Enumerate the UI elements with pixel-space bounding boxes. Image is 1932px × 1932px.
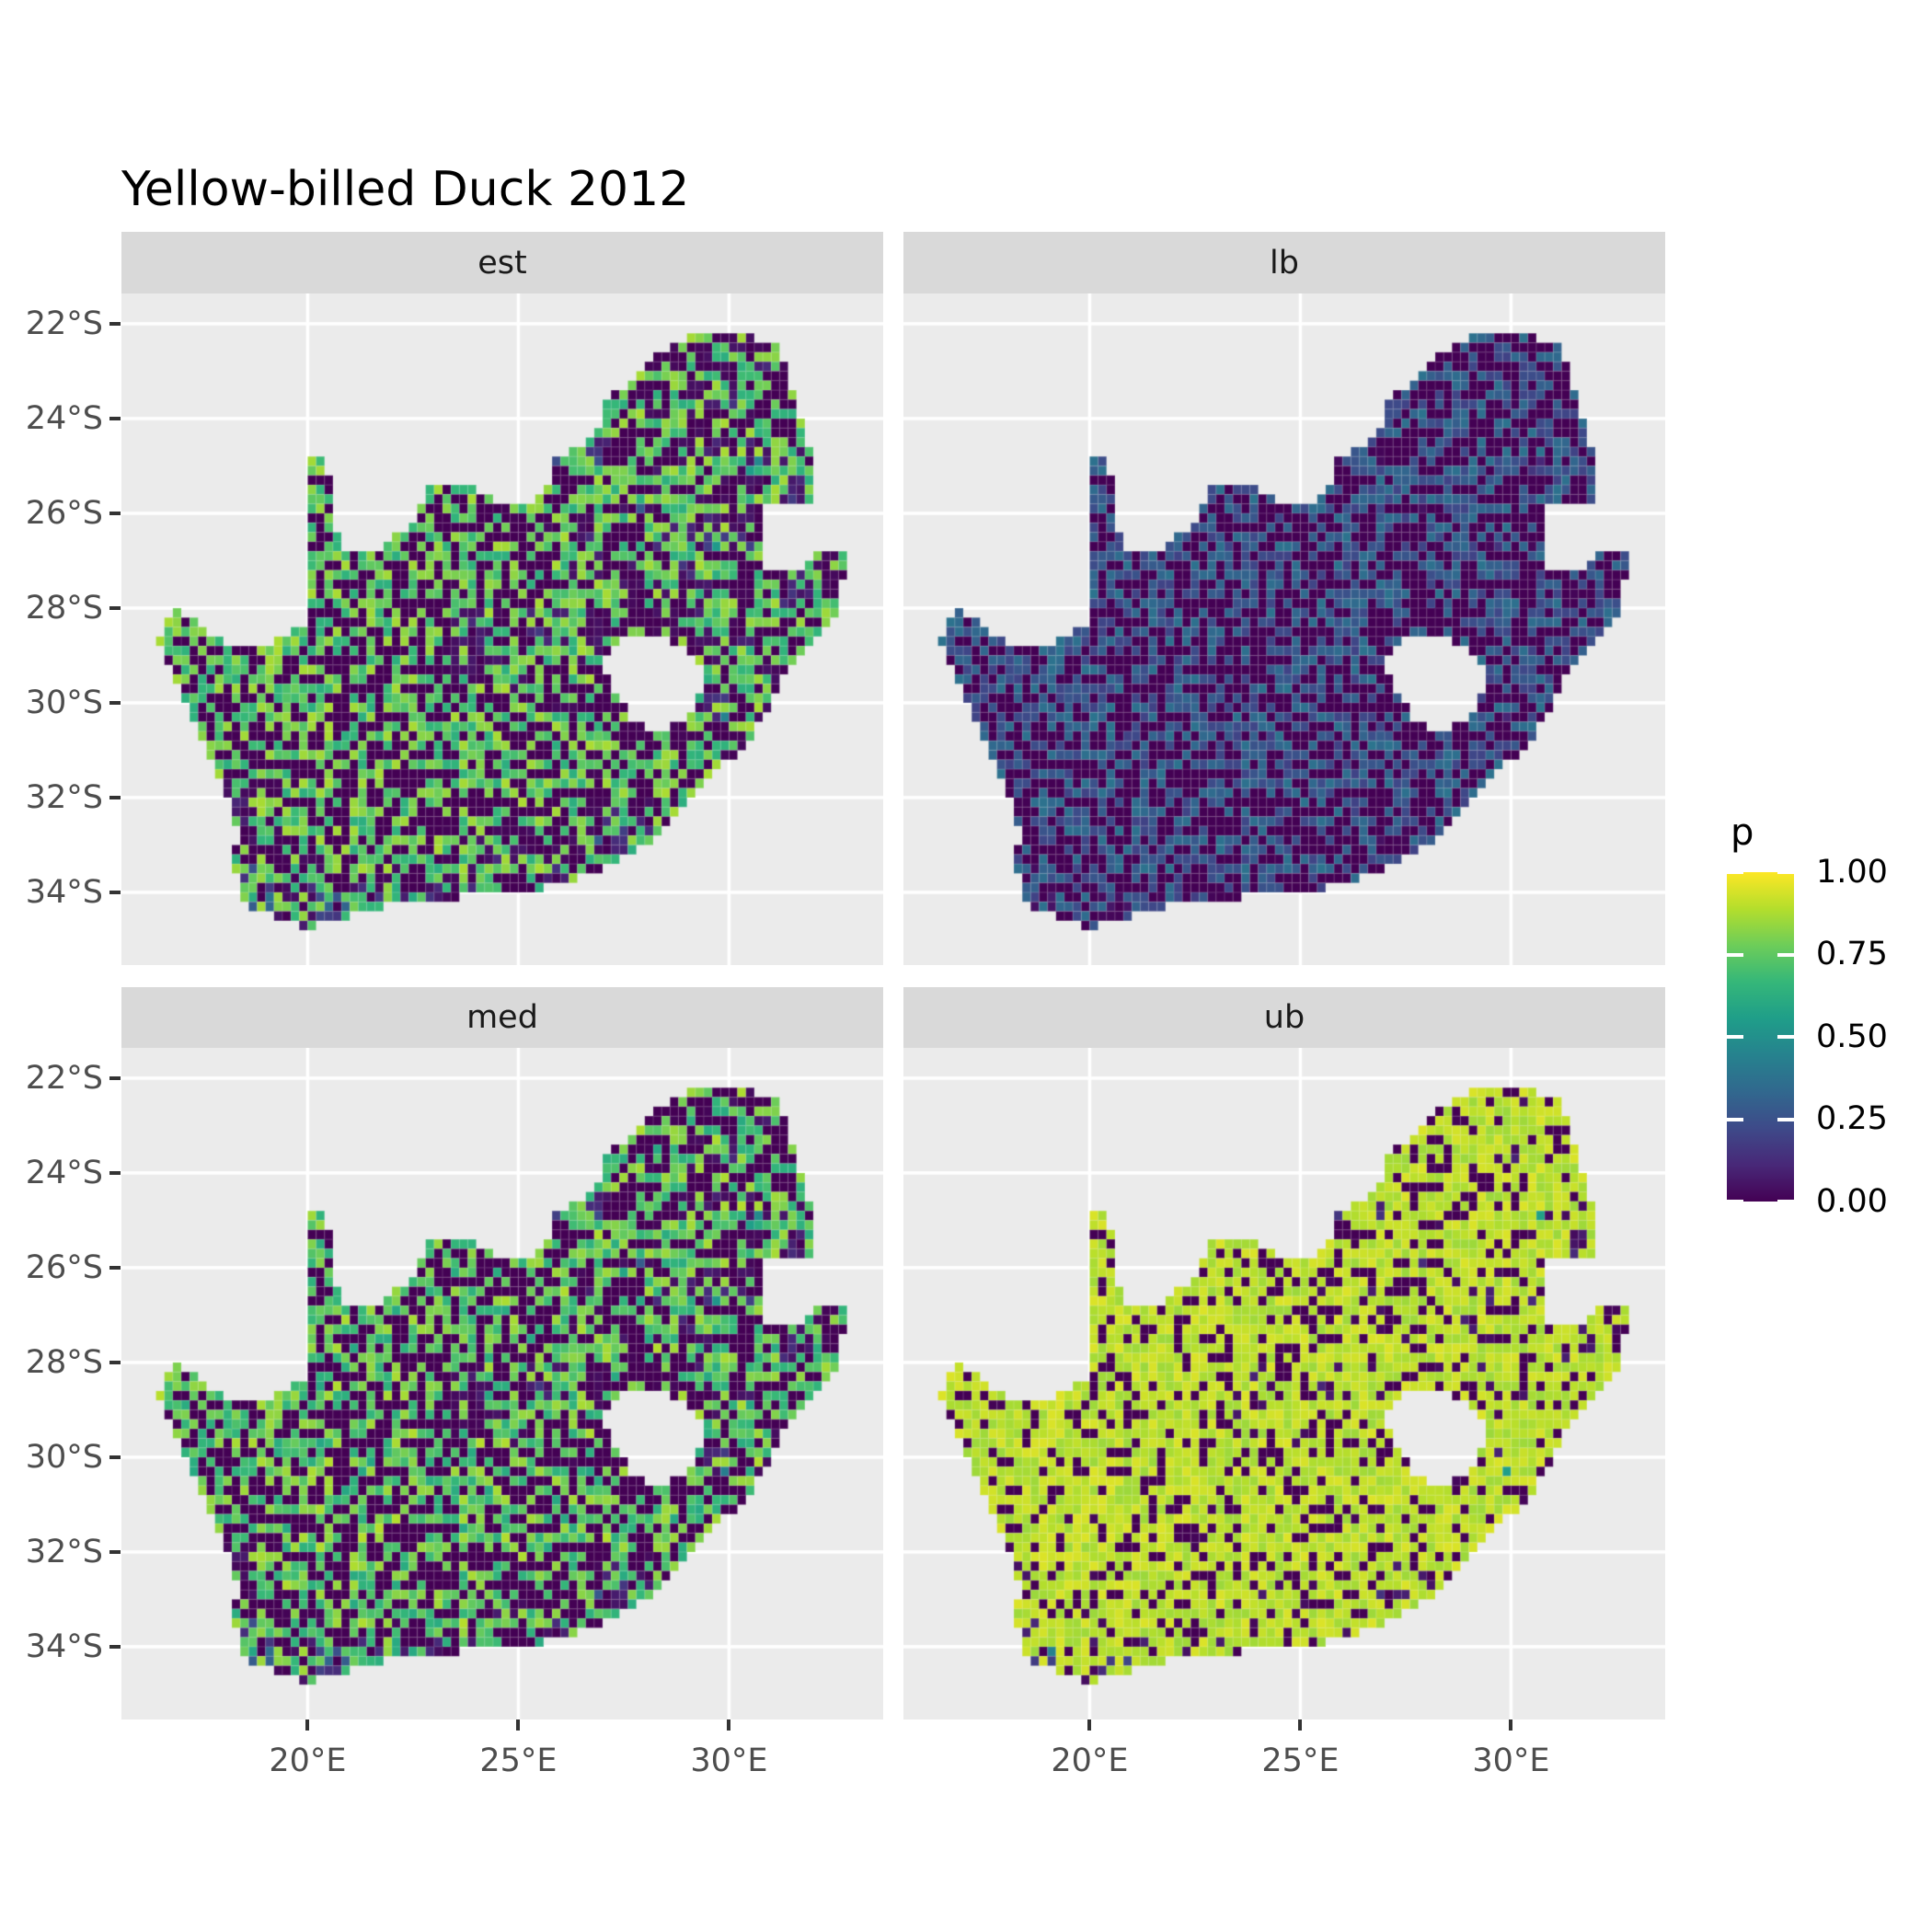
facet-strip-est: est xyxy=(121,232,883,293)
legend-tick-label: 0.50 xyxy=(1816,1018,1888,1055)
legend-tick xyxy=(1777,1200,1794,1202)
x-axis-tick xyxy=(1087,1719,1092,1731)
y-axis-tick-label: 28°S xyxy=(25,589,103,627)
facet-strip-label-med: med xyxy=(466,999,538,1036)
legend-tick xyxy=(1777,1035,1794,1039)
x-axis-tick xyxy=(1509,1719,1513,1731)
y-axis-tick-label: 34°S xyxy=(25,1627,103,1665)
legend-tick-label: 0.75 xyxy=(1816,936,1888,972)
facet-strip-med: med xyxy=(121,987,883,1048)
y-axis-tick xyxy=(109,1265,121,1270)
y-axis-tick xyxy=(109,1644,121,1649)
x-axis-tick-label: 20°E xyxy=(1051,1742,1129,1779)
legend-tick xyxy=(1777,952,1794,957)
x-axis-tick xyxy=(305,1719,310,1731)
map-panel-lb xyxy=(903,293,1665,965)
y-axis-tick-label: 28°S xyxy=(25,1343,103,1381)
y-axis-tick-label: 24°S xyxy=(25,1154,103,1191)
y-axis-tick xyxy=(109,1549,121,1554)
facet-strip-ub: ub xyxy=(903,987,1665,1048)
legend-tick xyxy=(1727,1035,1743,1039)
y-axis-tick xyxy=(109,700,121,705)
x-axis-tick xyxy=(727,1719,731,1731)
y-axis-tick xyxy=(109,1455,121,1459)
legend-tick xyxy=(1777,872,1794,874)
facet-strip-label-est: est xyxy=(477,244,527,282)
y-axis-tick xyxy=(109,1170,121,1175)
y-axis-tick xyxy=(109,416,121,420)
y-axis-tick-label: 30°S xyxy=(25,684,103,721)
x-axis-tick xyxy=(1298,1719,1303,1731)
x-axis-tick-label: 30°E xyxy=(690,1742,768,1779)
legend-title: p xyxy=(1731,811,1754,854)
y-axis-tick-label: 26°S xyxy=(25,494,103,532)
y-axis-tick xyxy=(109,511,121,515)
map-panel-est xyxy=(121,293,883,965)
legend-tick-label: 1.00 xyxy=(1816,854,1888,891)
y-axis-tick-label: 32°S xyxy=(25,778,103,816)
y-axis-tick-label: 22°S xyxy=(25,305,103,342)
legend-tick xyxy=(1727,1200,1743,1202)
legend-tick xyxy=(1777,1117,1794,1121)
legend-tick-label: 0.00 xyxy=(1816,1183,1888,1220)
x-axis-tick-label: 20°E xyxy=(269,1742,347,1779)
legend-tick xyxy=(1727,1117,1743,1121)
map-panel-med xyxy=(121,1048,883,1719)
map-panel-ub xyxy=(903,1048,1665,1719)
y-axis-tick-label: 34°S xyxy=(25,873,103,911)
legend-tick xyxy=(1727,952,1743,957)
y-axis-tick-label: 24°S xyxy=(25,399,103,437)
x-axis-tick-label: 30°E xyxy=(1472,1742,1550,1779)
plot-title: Yellow-billed Duck 2012 xyxy=(121,162,690,217)
legend-colorbar xyxy=(1727,872,1794,1202)
y-axis-tick-label: 32°S xyxy=(25,1533,103,1570)
legend-tick-label: 0.25 xyxy=(1816,1100,1888,1137)
legend-tick xyxy=(1727,872,1743,874)
x-axis-tick-label: 25°E xyxy=(1261,1742,1340,1779)
y-axis-tick-label: 22°S xyxy=(25,1059,103,1097)
facet-strip-lb: lb xyxy=(903,232,1665,293)
facet-strip-label-lb: lb xyxy=(1270,244,1299,282)
y-axis-tick-label: 26°S xyxy=(25,1248,103,1286)
y-axis-tick xyxy=(109,1075,121,1080)
x-axis-tick xyxy=(516,1719,521,1731)
y-axis-tick xyxy=(109,321,121,326)
y-axis-tick xyxy=(109,605,121,610)
y-axis-tick xyxy=(109,1360,121,1364)
y-axis-tick-label: 30°S xyxy=(25,1438,103,1476)
x-axis-tick-label: 25°E xyxy=(479,1742,558,1779)
y-axis-tick xyxy=(109,890,121,894)
y-axis-tick xyxy=(109,795,121,799)
facet-strip-label-ub: ub xyxy=(1263,999,1305,1036)
